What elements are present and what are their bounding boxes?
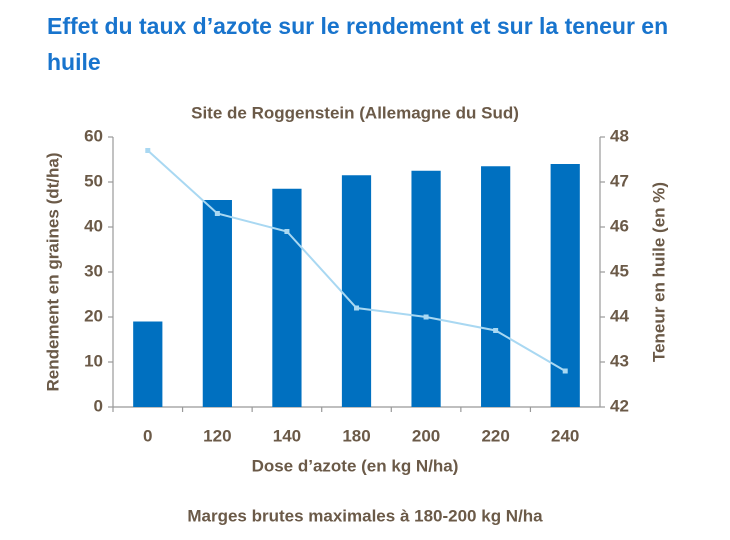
y2-tick-label: 44	[610, 306, 629, 325]
y2-tick-label: 45	[610, 261, 629, 280]
line-marker	[214, 211, 220, 216]
y-tick-label: 10	[84, 351, 103, 370]
y2-axis-label: Teneur en huile (en %)	[649, 182, 668, 362]
y2-tick-label: 42	[610, 396, 629, 415]
y2-tick-label: 46	[610, 216, 629, 235]
y2-tick-label: 47	[610, 171, 629, 190]
y-tick-label: 50	[84, 171, 103, 190]
y-tick-label: 20	[84, 306, 103, 325]
line-marker	[423, 314, 429, 320]
x-tick-label: 0	[143, 426, 152, 445]
chart-subtitle: Site de Roggenstein (Allemagne du Sud)	[191, 103, 519, 122]
line-marker	[562, 368, 568, 374]
y2-tick-label: 43	[610, 351, 629, 370]
x-tick-label: 180	[342, 426, 370, 445]
line-marker	[145, 148, 151, 153]
y-tick-label: 40	[84, 216, 103, 235]
x-tick-label: 200	[412, 426, 440, 445]
x-tick-label: 120	[203, 426, 231, 445]
bar	[341, 175, 372, 407]
y-tick-label: 0	[94, 396, 103, 415]
bar	[481, 166, 511, 407]
x-tick-label: 240	[551, 426, 579, 445]
y2-tick-label: 48	[610, 126, 629, 145]
y-tick-label: 60	[84, 126, 103, 145]
x-tick-label: 220	[481, 426, 509, 445]
bar	[272, 188, 302, 407]
x-axis-label: Dose d’azote (en kg N/ha)	[252, 456, 459, 475]
bar	[550, 164, 580, 407]
caption: Marges brutes maximales à 180-200 kg N/h…	[187, 506, 543, 525]
bar	[133, 321, 163, 407]
bar	[411, 170, 441, 407]
line-marker	[354, 305, 359, 311]
chart-title: Effet du taux d’azote sur le rendement e…	[47, 13, 669, 75]
bar	[202, 200, 232, 407]
y-axis-label: Rendement en graines (dt/ha)	[43, 153, 62, 392]
x-tick-label: 140	[273, 426, 301, 445]
y-tick-label: 30	[84, 261, 103, 280]
line-marker	[284, 229, 290, 234]
line-marker	[493, 328, 499, 333]
